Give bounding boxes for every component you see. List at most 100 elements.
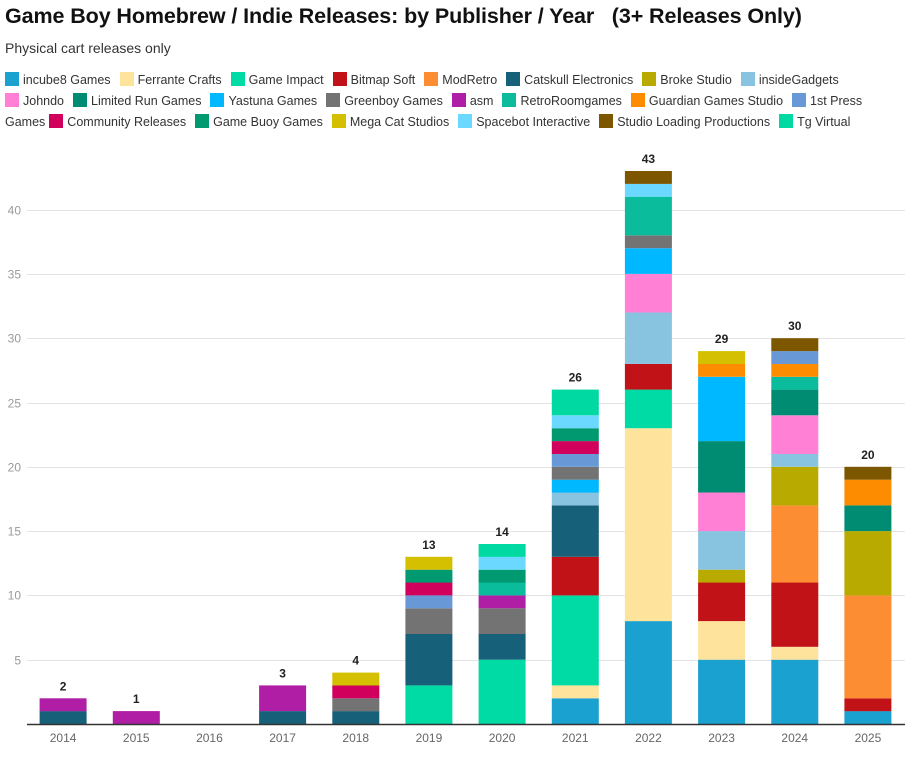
bar-segment[interactable]: Greenboy Games 2020: 2 [478, 608, 526, 634]
legend-item[interactable]: incube8 Games [5, 70, 111, 91]
legend-item[interactable]: Mega Cat Studios [331, 112, 449, 133]
bar-segment[interactable]: Game Buoy Games 2019: 1 [405, 569, 453, 583]
bar-segment[interactable]: incube8 Games 2022: 8 [624, 621, 672, 724]
bar-segment[interactable]: Game Impact 2022: 3 [624, 389, 672, 429]
bar-segment[interactable]: Guardian Games Studio 2025: 2 [844, 479, 892, 506]
legend-item[interactable]: Games [5, 112, 45, 133]
legend-item[interactable]: Johndo [5, 91, 64, 112]
legend-item[interactable]: Bitmap Soft [332, 70, 415, 91]
bar-segment[interactable]: Catskull Electronics 2020: 2 [478, 634, 526, 660]
legend-item[interactable]: Yastuna Games [210, 91, 317, 112]
bar-segment[interactable]: incube8 Games 2023: 5 [698, 659, 746, 724]
bar-segment[interactable]: Studio Loading Productions 2024: 1 [771, 338, 819, 352]
bar-segment[interactable]: Community Releases 2019: 1 [405, 582, 453, 596]
bar-segment[interactable]: insideGadgets 2024: 1 [771, 453, 819, 467]
bar-segment[interactable]: asm 2015: 1 [112, 711, 160, 724]
bar-segment[interactable]: Game Buoy Games 2020: 1 [478, 569, 526, 583]
bar-segment[interactable]: Spacebot Interactive 2022: 1 [624, 183, 672, 197]
bar-segment[interactable]: Studio Loading Productions 2025: 1 [844, 466, 892, 480]
bar-segment[interactable]: Guardian Games Studio 2024: 1 [771, 363, 819, 377]
bar-segment[interactable]: Johndo 2022: 3 [624, 273, 672, 313]
legend-item[interactable]: Guardian Games Studio [630, 91, 783, 112]
bar-segment[interactable]: Greenboy Games 2019: 2 [405, 608, 453, 634]
bar-segment[interactable]: Game Impact 2019: 3 [405, 685, 453, 724]
legend-item[interactable]: insideGadgets [740, 70, 839, 91]
bar-segment[interactable]: Johndo 2023: 3 [698, 492, 746, 532]
bar-segment[interactable]: Community Releases 2021: 1 [551, 441, 599, 454]
legend-item[interactable]: asm [451, 91, 493, 112]
bar-segment[interactable]: Game Buoy Games 2021: 1 [551, 428, 599, 442]
legend-item[interactable]: Catskull Electronics [506, 70, 633, 91]
bar-segment[interactable]: ModRetro 2024: 6 [771, 505, 819, 583]
legend-item[interactable]: Community Releases [49, 112, 186, 133]
bar-segment[interactable]: RetroRoomgames 2024: 1 [771, 376, 819, 390]
legend-item[interactable]: Game Buoy Games [195, 112, 323, 133]
bar-segment[interactable]: Greenboy Games 2021: 1 [551, 466, 599, 480]
legend-item[interactable]: Game Impact [230, 70, 324, 91]
bar-segment[interactable]: Bitmap Soft 2021: 3 [551, 556, 599, 596]
bar-segment[interactable]: Ferrante Crafts 2021: 1 [551, 685, 599, 699]
bar-segment[interactable]: Catskull Electronics 2019: 4 [405, 634, 453, 686]
bar-segment[interactable]: RetroRoomgames 2020: 1 [478, 582, 526, 596]
legend-item[interactable]: Tg Virtual [779, 112, 850, 133]
bar-segment[interactable]: incube8 Games 2021: 2 [551, 698, 599, 724]
bar-segment[interactable]: Limited Run Games 2025: 2 [844, 505, 892, 532]
bar-segment[interactable]: Spacebot Interactive 2021: 1 [551, 415, 599, 429]
bar-segment[interactable]: 1st Press Games 2024: 1 [771, 351, 819, 364]
bar-segment[interactable]: asm 2020: 1 [478, 595, 526, 609]
bar-segment[interactable]: incube8 Games 2024: 5 [771, 659, 819, 724]
bar-segment[interactable]: insideGadgets 2022: 4 [624, 312, 672, 364]
bar-segment[interactable]: 1st Press Games 2019: 1 [405, 595, 453, 609]
bar-segment[interactable]: Yastuna Games 2021: 1 [551, 479, 599, 493]
bar-segment[interactable]: Ferrante Crafts 2023: 3 [698, 621, 746, 660]
bar-segment[interactable]: Tg Virtual 2021: 2 [551, 389, 599, 416]
bar-segment[interactable]: Ferrante Crafts 2024: 1 [771, 646, 819, 660]
bar-segment[interactable]: Guardian Games Studio 2023: 1 [698, 363, 746, 377]
legend-item[interactable]: ModRetro [424, 70, 497, 91]
bar-segment[interactable]: insideGadgets 2023: 3 [698, 531, 746, 570]
bar-segment[interactable]: Catskull Electronics 2018: 1 [332, 711, 380, 724]
bar-segment[interactable]: Limited Run Games 2024: 2 [771, 389, 819, 416]
bar-segment[interactable]: Bitmap Soft 2025: 1 [844, 698, 892, 712]
bar-segment[interactable]: Broke Studio 2024: 3 [771, 466, 819, 506]
bar-segment[interactable]: Community Releases 2018: 1 [332, 685, 380, 699]
bar-segment[interactable]: Limited Run Games 2023: 4 [698, 441, 746, 493]
bar-segment[interactable]: Mega Cat Studios 2019: 1 [405, 556, 453, 570]
bar-segment[interactable]: Catskull Electronics 2017: 1 [259, 711, 307, 724]
bar-segment[interactable]: RetroRoomgames 2022: 3 [624, 196, 672, 236]
legend-item[interactable]: Studio Loading Productions [599, 112, 770, 133]
legend-item[interactable]: Limited Run Games [73, 91, 201, 112]
bar-segment[interactable]: Greenboy Games 2018: 1 [332, 698, 380, 712]
bar-segment[interactable]: 1st Press Games 2021: 1 [551, 453, 599, 467]
legend-item[interactable]: 1st Press [792, 91, 862, 112]
bar-segment[interactable]: Johndo 2024: 3 [771, 415, 819, 454]
bar-segment[interactable]: Bitmap Soft 2023: 3 [698, 582, 746, 622]
bar-segment[interactable]: Catskull Electronics 2021: 4 [551, 505, 599, 557]
legend-item[interactable]: RetroRoomgames [502, 91, 622, 112]
bar-segment[interactable]: Greenboy Games 2022: 1 [624, 235, 672, 249]
bar-segment[interactable]: Spacebot Interactive 2020: 1 [478, 556, 526, 570]
bar-segment[interactable]: incube8 Games 2025: 1 [844, 711, 892, 724]
bar-segment[interactable]: Mega Cat Studios 2018: 1 [332, 672, 380, 686]
bar-segment[interactable]: Yastuna Games 2023: 5 [698, 376, 746, 442]
bar-segment[interactable]: Mega Cat Studios 2023: 1 [698, 351, 746, 364]
legend-item[interactable]: Broke Studio [642, 70, 732, 91]
bar-segment[interactable]: Bitmap Soft 2022: 2 [624, 363, 672, 390]
bar-segment[interactable]: ModRetro 2025: 8 [844, 595, 892, 699]
bar-segment[interactable]: asm 2017: 2 [259, 685, 307, 712]
bar-segment[interactable]: Bitmap Soft 2024: 5 [771, 582, 819, 647]
bar-segment[interactable]: Ferrante Crafts 2022: 15 [624, 428, 672, 622]
bar-segment[interactable]: Studio Loading Productions 2022: 1 [624, 171, 672, 184]
bar-segment[interactable]: asm 2014: 1 [39, 698, 87, 712]
bar-segment[interactable]: Yastuna Games 2022: 2 [624, 248, 672, 274]
bar-segment[interactable]: Tg Virtual 2020: 1 [478, 544, 526, 557]
legend-item[interactable]: Greenboy Games [326, 91, 443, 112]
bar-segment[interactable]: Broke Studio 2023: 1 [698, 569, 746, 583]
bar-segment[interactable]: insideGadgets 2021: 1 [551, 492, 599, 506]
bar-segment[interactable]: Broke Studio 2025: 5 [844, 531, 892, 596]
bar-segment[interactable]: Game Impact 2020: 5 [478, 659, 526, 724]
bar-segment[interactable]: Game Impact 2021: 7 [551, 595, 599, 686]
legend-item[interactable]: Spacebot Interactive [458, 112, 590, 133]
bar-segment[interactable]: Catskull Electronics 2014: 1 [39, 711, 87, 724]
legend-item[interactable]: Ferrante Crafts [119, 70, 222, 91]
